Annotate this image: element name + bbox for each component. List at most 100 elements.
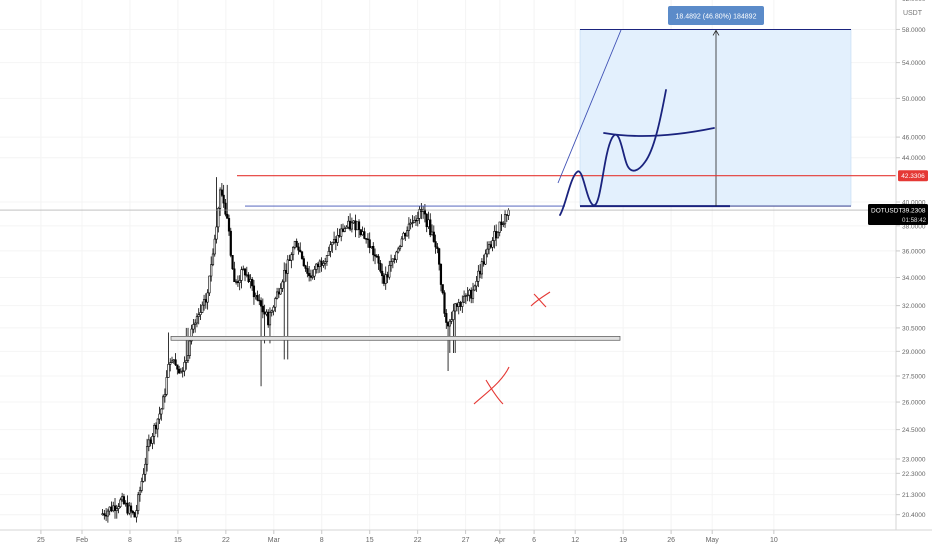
x-tick-label: 8 <box>128 537 132 544</box>
candle-body <box>199 312 202 315</box>
candle-body <box>343 228 346 232</box>
candle-body <box>331 242 334 246</box>
candle-body <box>121 496 124 501</box>
candle-body <box>341 228 345 232</box>
candle-body <box>311 275 314 278</box>
candle-body <box>430 231 434 236</box>
candle-body <box>101 513 104 515</box>
candle-body <box>197 314 200 317</box>
candle-body <box>176 364 179 370</box>
candle-body <box>256 295 259 301</box>
y-tick-label: 23.0000 <box>902 456 926 463</box>
candle-body <box>297 246 300 251</box>
projection-box[interactable] <box>579 29 852 207</box>
x-tick-label: May <box>706 537 720 544</box>
x-tick-label: 15 <box>366 537 374 544</box>
support-zone[interactable] <box>170 336 621 341</box>
candle-body <box>145 446 149 465</box>
candle-body <box>249 278 252 282</box>
candle-body <box>375 255 378 258</box>
candle-body <box>309 275 313 278</box>
candle-body <box>486 248 489 255</box>
candle-body <box>324 261 327 264</box>
current-price-tag <box>868 204 928 226</box>
candle-body <box>170 360 174 363</box>
candle-body <box>183 361 186 372</box>
candle-body <box>468 289 471 296</box>
candle-body <box>484 253 487 265</box>
y-tick-label: 40.0000 <box>902 200 926 207</box>
candle-body <box>325 255 329 262</box>
candle-body <box>270 310 273 313</box>
trend-line[interactable] <box>557 29 622 184</box>
candle-body <box>181 370 184 373</box>
candle-body <box>329 244 332 252</box>
candle-body <box>420 208 423 212</box>
candle-body <box>261 305 264 313</box>
candle-body <box>206 292 209 303</box>
candle-body <box>238 280 241 284</box>
candle-body <box>138 490 142 496</box>
candle-body <box>115 508 118 511</box>
projection-neckline[interactable] <box>603 127 715 137</box>
candle-body <box>439 264 443 285</box>
candle-body <box>178 368 181 374</box>
candle-body <box>279 288 282 295</box>
candle-body <box>327 251 330 256</box>
candle-body <box>350 222 353 230</box>
y-tick-label: 29.0000 <box>902 349 926 356</box>
projection-path[interactable] <box>559 89 667 216</box>
candle-body <box>192 324 195 330</box>
candle-body <box>407 223 410 231</box>
candle-body <box>105 515 108 517</box>
candle-body <box>347 220 350 228</box>
candle-body <box>213 238 216 255</box>
countdown-label: 01:58:42 <box>902 217 927 224</box>
candle-body <box>315 263 318 270</box>
y-tick-label: 20.4000 <box>902 512 926 519</box>
candle-body <box>388 265 391 278</box>
candle-body <box>286 259 289 274</box>
candle-body <box>288 259 291 261</box>
y-tick-label: 27.5000 <box>902 374 926 381</box>
candle-body <box>345 226 348 229</box>
candle-body <box>365 238 368 240</box>
resistance-price-tag <box>898 170 928 182</box>
candle-body <box>167 364 170 378</box>
candle-body <box>450 319 453 322</box>
candle-body <box>293 240 296 248</box>
candle-body <box>119 499 122 507</box>
candle-body <box>503 214 507 225</box>
candle-body <box>505 214 508 216</box>
currency-label: USDT <box>903 10 923 17</box>
candle-body <box>106 510 109 517</box>
candle-body <box>229 230 232 256</box>
y-tick-label: 32.0000 <box>902 303 926 310</box>
candle-body <box>487 244 491 250</box>
candle-body <box>318 260 321 268</box>
candle-body <box>495 231 498 239</box>
time-axis[interactable]: 25 Feb 8 15 22 Mar 8 15 22 27 Apr 6 12 19 26 May 10 <box>37 530 778 544</box>
candle-body <box>397 248 400 253</box>
candle-body <box>218 189 222 209</box>
x-tick-label: Feb <box>76 537 88 544</box>
measure-label: 18.4892 (46.80%) 184892 <box>676 14 757 21</box>
candle-body <box>386 274 389 278</box>
candle-body <box>284 270 288 274</box>
candle-body <box>434 241 437 248</box>
candle-body <box>252 285 256 298</box>
candle-body <box>147 439 150 447</box>
candle-body <box>445 313 448 323</box>
candle-body <box>432 231 435 242</box>
candle-body <box>201 304 204 313</box>
candle-body <box>258 299 261 302</box>
candle-body <box>379 262 382 272</box>
candle-body <box>368 239 371 248</box>
candle-body <box>137 494 140 511</box>
candle-body <box>281 281 284 289</box>
candle-body <box>400 238 403 247</box>
chart-grid <box>0 0 896 530</box>
candle-body <box>156 418 159 430</box>
price-axis[interactable]: 62.0000 58.0000 54.0000 50.0000 46.0000 44.00… <box>896 0 926 519</box>
